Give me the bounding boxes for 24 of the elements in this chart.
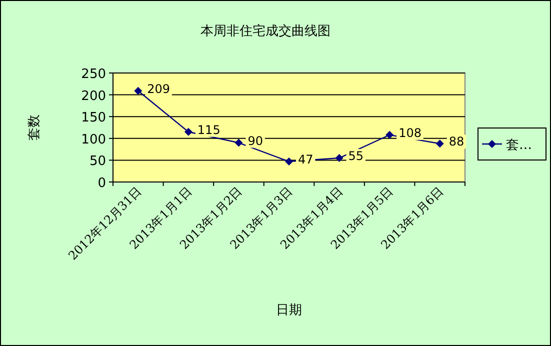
legend-label: 套… [506,138,532,153]
y-tick-label: 250 [81,67,106,82]
data-label: 209 [147,82,170,96]
point [134,86,142,95]
chart-title: 本周非住宅成交曲线图 [200,23,330,39]
data-label: 115 [197,122,220,137]
y-tick-label: 200 [81,88,106,104]
x-axis-title: 日期 [276,303,302,318]
point [184,128,192,136]
data-label: 88 [448,134,464,149]
data-label: 55 [348,149,364,164]
y-tick-label: 100 [81,132,106,148]
data-label: 108 [398,126,422,140]
point [285,158,293,166]
data-label: 47 [298,152,314,167]
data-label: 90 [248,134,263,148]
point [234,138,243,147]
point [386,130,394,139]
y-tick-label: 0 [98,176,106,191]
point [335,154,344,162]
point [436,140,444,148]
y-tick-label: 50 [89,154,106,170]
y-tick-label: 150 [81,110,106,126]
y-axis-title: 套数 [27,114,42,140]
